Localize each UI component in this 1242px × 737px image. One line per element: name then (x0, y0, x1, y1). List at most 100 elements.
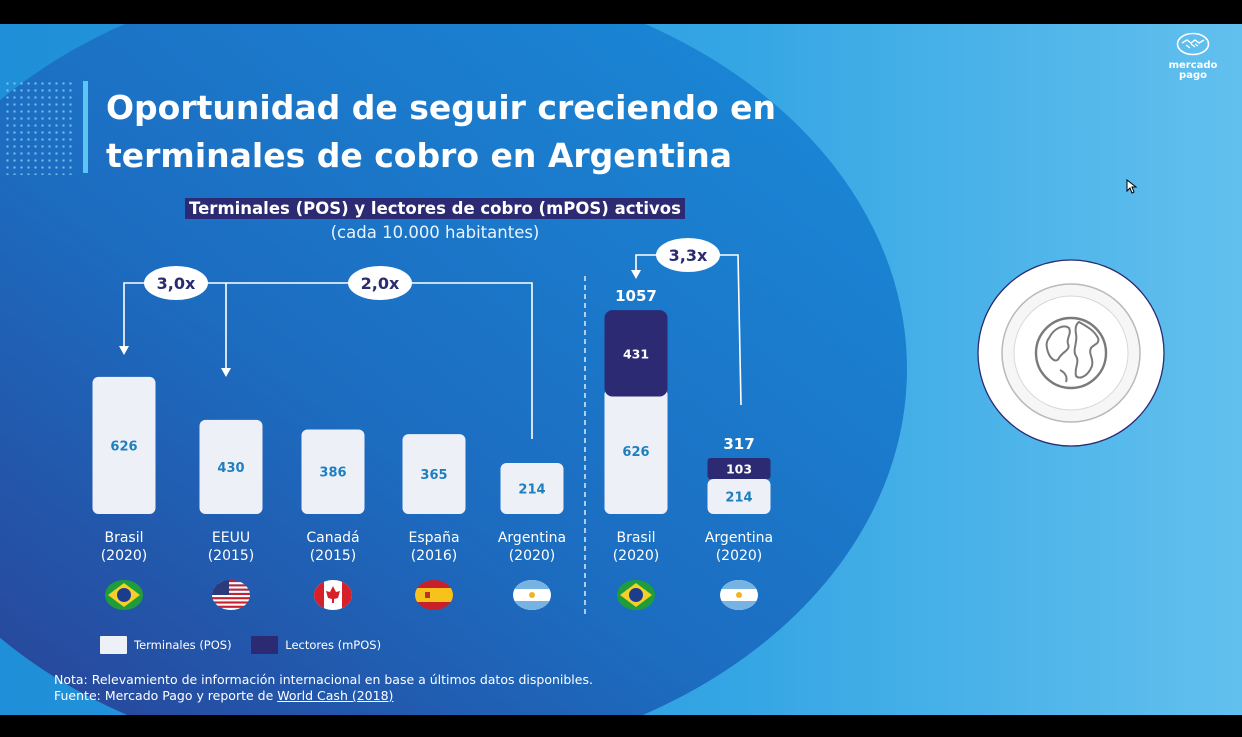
flag-part (212, 586, 250, 589)
category-year: (2020) (101, 548, 148, 564)
bar-terminales (707, 479, 771, 514)
slide: Oportunidad de seguir creciendo en termi… (0, 24, 1242, 715)
world-cash-link[interactable]: World Cash (2018) (277, 688, 394, 703)
cursor-icon (1126, 179, 1138, 194)
category-year: (2016) (411, 548, 458, 564)
flag-part (736, 592, 742, 598)
category-year: (2015) (310, 548, 357, 564)
comparison-connector-line (123, 282, 533, 439)
flag-part (212, 597, 250, 600)
brazil-flag-fill (617, 580, 655, 610)
flag-part (212, 590, 250, 593)
bar-value-lectores: 431 (623, 346, 649, 361)
flag-part (342, 580, 352, 610)
bar-terminales (301, 429, 365, 514)
category-label: EEUU (212, 530, 250, 546)
category-label: Canadá (306, 530, 359, 546)
comparison-label: 3,0x (157, 274, 196, 293)
bar-lectores (604, 310, 668, 397)
bar-value-terminales: 626 (622, 445, 649, 460)
page-title: Oportunidad de seguir creciendo en termi… (106, 84, 806, 180)
legend-label-terminales: Terminales (POS) (134, 638, 232, 652)
bar-lectores (707, 458, 771, 479)
comparison-label: 3,3x (669, 246, 708, 265)
spain-flag-icon (415, 580, 453, 610)
bar-terminales (402, 434, 466, 514)
arrow-head (631, 270, 641, 279)
flag-part (117, 588, 131, 602)
flag-part (720, 580, 758, 589)
title-line-2: terminales de cobro en Argentina (106, 136, 733, 175)
chart-subtitle: (cada 10.000 habitantes) (330, 223, 540, 242)
footnote-line-1: Nota: Relevamiento de información intern… (54, 672, 593, 687)
flag-part (513, 601, 551, 610)
bar-terminales (199, 419, 263, 514)
bar-value-lectores: 103 (726, 462, 752, 477)
comparison-badge (348, 266, 412, 300)
footnote: Nota: Relevamiento de información intern… (54, 672, 593, 704)
flag-part (212, 599, 250, 602)
handshake-icon (1176, 32, 1210, 56)
category-label: Argentina (498, 530, 566, 546)
title-line-1: Oportunidad de seguir creciendo en (106, 88, 777, 127)
category-year: (2015) (208, 548, 255, 564)
legend-swatch-lectores (251, 636, 279, 654)
usa-flag-fill (212, 580, 250, 610)
footnote-source-prefix: Fuente: Mercado Pago y reporte de (54, 688, 278, 703)
argentina-flag-icon (513, 580, 551, 610)
bar-value-terminales: 214 (725, 491, 752, 506)
category-label: Argentina (705, 530, 773, 546)
comparison-label: 2,0x (361, 274, 400, 293)
mercado-pago-logo: mercado pago (1163, 32, 1223, 81)
legend-label-lectores: Lectores (mPOS) (285, 638, 382, 652)
flag-part (212, 595, 250, 598)
brazil-flag-icon (617, 580, 655, 610)
comparison-badge (144, 266, 208, 300)
logo-text-line-1: mercado (1168, 60, 1218, 71)
legend-swatch-terminales (100, 636, 127, 654)
decorative-dot-grid (4, 80, 76, 175)
chart-legend: Terminales (POS) Lectores (mPOS) (100, 636, 397, 657)
flag-part (212, 607, 250, 610)
bar-value-terminales: 626 (110, 439, 137, 454)
flag-part (212, 582, 250, 585)
flag-part (212, 588, 250, 591)
canada-flag-icon (314, 580, 352, 610)
flag-part (720, 601, 758, 610)
flag-part (212, 601, 250, 604)
bar-value-terminales: 386 (319, 466, 346, 481)
bar-total-label: 1057 (615, 287, 657, 305)
flag-part (212, 580, 229, 595)
bottom-letterbox (0, 715, 1242, 737)
category-year: (2020) (613, 548, 660, 564)
flag-part (529, 592, 535, 598)
brazil-flag-icon (105, 580, 143, 610)
flag-part (212, 580, 250, 583)
flag-part (314, 580, 324, 610)
flag-part (425, 592, 430, 598)
globe-badge (976, 258, 1166, 448)
bar-terminales (92, 376, 156, 514)
argentina-flag-fill (513, 580, 551, 610)
category-label: Brasil (104, 530, 143, 546)
chart-title-block: Terminales (POS) y lectores de cobro (mP… (150, 198, 720, 242)
category-label: Brasil (616, 530, 655, 546)
category-year: (2020) (716, 548, 763, 564)
bar-chart: 626 Brasil (2020) 430 EEUU (2015) 386 Canadá (20… (92, 238, 773, 614)
bar-total-label: 317 (723, 435, 754, 453)
logo-text-line-2: pago (1179, 70, 1207, 81)
arrow-head (221, 368, 231, 377)
comparison-badge (656, 238, 720, 272)
argentina-flag-fill (720, 580, 758, 610)
canada-flag-fill (314, 580, 352, 610)
footnote-line-2: Fuente: Mercado Pago y reporte de World … (54, 688, 593, 704)
bar-value-terminales: 430 (217, 461, 244, 476)
flag-part (629, 588, 643, 602)
legend-item-lectores: Lectores (mPOS) (251, 636, 381, 654)
top-letterbox (0, 0, 1242, 24)
chart-title: Terminales (POS) y lectores de cobro (mP… (185, 198, 685, 219)
flag-part (212, 584, 250, 587)
flag-part (212, 592, 250, 595)
bar-terminales (500, 463, 564, 514)
bar-value-terminales: 365 (420, 468, 447, 483)
